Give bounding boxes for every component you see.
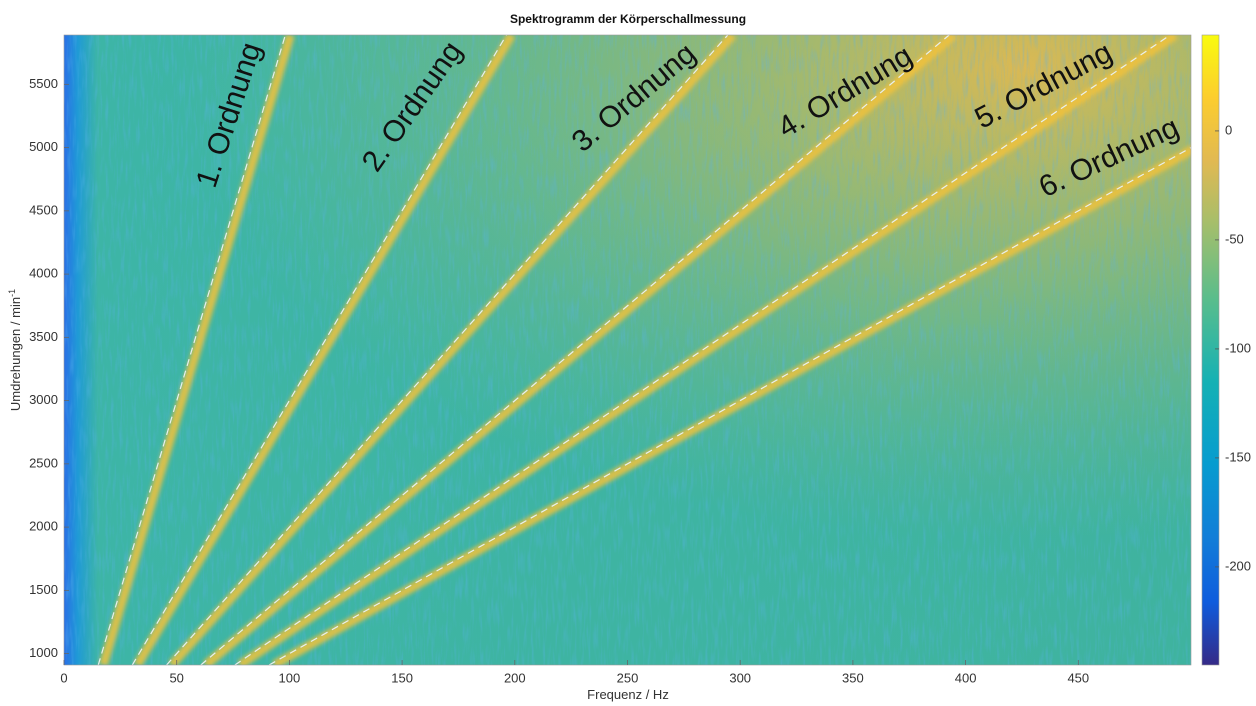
y-tick-label: 2500 bbox=[29, 455, 58, 470]
y-tick-label: 5000 bbox=[29, 139, 58, 154]
x-tick-label: 200 bbox=[504, 670, 526, 685]
order-ridge bbox=[202, 35, 958, 665]
x-tick-label: 50 bbox=[169, 670, 183, 685]
order-line bbox=[131, 35, 507, 665]
order-line bbox=[166, 35, 729, 665]
heatmap bbox=[64, 35, 1191, 665]
y-tick-label: 1000 bbox=[29, 645, 58, 660]
order-ridge bbox=[133, 35, 516, 665]
y-tick-label: 3500 bbox=[29, 329, 58, 344]
colorbar-tick-label: -100 bbox=[1225, 340, 1251, 355]
chart-title: Spektrogramm der Körperschallmessung bbox=[510, 12, 746, 26]
order-ridge bbox=[168, 35, 737, 665]
colorbar bbox=[1201, 34, 1220, 666]
y-tick-label: 2000 bbox=[29, 519, 58, 534]
x-tick-label: 400 bbox=[955, 670, 977, 685]
y-tick-label: 3000 bbox=[29, 392, 58, 407]
y-tick-label: 1500 bbox=[29, 582, 58, 597]
x-axis-label: Frequenz / Hz bbox=[587, 687, 669, 702]
x-tick-label: 0 bbox=[60, 670, 67, 685]
y-axis-label: Umdrehungen / min-1 bbox=[7, 289, 23, 411]
colorbar-tick-label: -50 bbox=[1225, 231, 1244, 246]
order-ridge bbox=[271, 145, 1191, 665]
y-axis-label-sup: -1 bbox=[7, 289, 17, 297]
x-tick-label: 300 bbox=[729, 670, 751, 685]
order-lines bbox=[97, 35, 1191, 665]
order-line bbox=[268, 147, 1191, 665]
y-tick-label: 5500 bbox=[29, 76, 58, 91]
x-tick-label: 350 bbox=[842, 670, 864, 685]
ridges bbox=[98, 35, 1191, 665]
colorbar-tick-label: 0 bbox=[1225, 122, 1232, 137]
order-ridge bbox=[98, 35, 295, 665]
x-tick-label: 250 bbox=[617, 670, 639, 685]
order-line bbox=[97, 35, 286, 665]
order-ridge bbox=[237, 35, 1178, 665]
x-tick-label: 150 bbox=[391, 670, 413, 685]
colorbar-tick-label: -150 bbox=[1225, 449, 1251, 464]
x-tick-label: 100 bbox=[279, 670, 301, 685]
y-axis-label-main: Umdrehungen / min bbox=[8, 297, 23, 411]
y-tick-label: 4000 bbox=[29, 266, 58, 281]
x-tick-label: 450 bbox=[1067, 670, 1089, 685]
y-tick-label: 4500 bbox=[29, 202, 58, 217]
order-line bbox=[234, 35, 1171, 665]
colorbar-tick-label: -200 bbox=[1225, 558, 1251, 573]
